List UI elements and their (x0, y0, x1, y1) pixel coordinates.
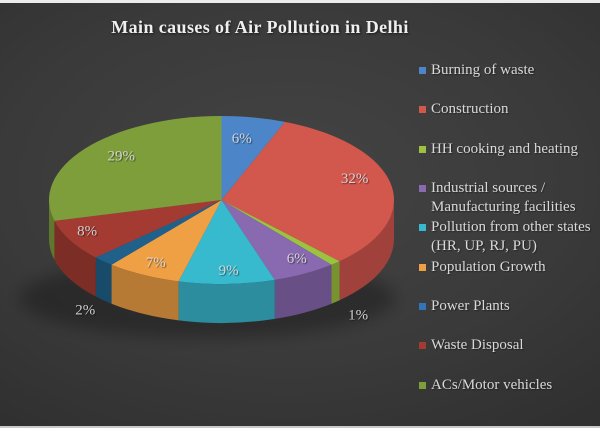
pie-slice (221, 121, 394, 262)
pie-slice (111, 200, 222, 282)
legend-item: Pollution from other states (HR, UP, RJ,… (419, 218, 597, 257)
slice-label: 32% (341, 171, 369, 187)
pie-slice-side (95, 257, 112, 304)
legend-label: Power Plants (431, 298, 510, 315)
legend-label: Industrial sources / Manufacturing facil… (431, 180, 576, 216)
legend-swatch (419, 263, 426, 271)
pie-slice-side (49, 200, 55, 260)
legend-swatch (419, 224, 426, 232)
legend-label: HH cooking and heating (431, 140, 579, 157)
legend-item: HH cooking and heating (419, 140, 597, 179)
pie-slice (95, 200, 222, 265)
legend-label: ACs/Motor vehicles (431, 376, 553, 393)
bottom-border (0, 426, 600, 428)
pie-slice-side (178, 279, 275, 324)
slice-label: 29% (108, 148, 136, 164)
pie-slice-side (274, 264, 332, 319)
top-border (0, 0, 600, 3)
slice-label: 8% (77, 223, 97, 239)
legend-item: Population Growth (419, 258, 597, 297)
slice-label: 2% (75, 302, 95, 318)
pie-slice-side (339, 200, 394, 301)
legend-label: Population Growth (431, 258, 546, 275)
legend-item: Power Plants (419, 297, 597, 336)
slice-label: 7% (146, 255, 166, 271)
slice-label: 6% (232, 131, 252, 147)
pie-slice (221, 200, 340, 265)
legend-swatch (419, 67, 426, 74)
legend-swatch (419, 303, 426, 311)
slice-label: 6% (287, 251, 307, 267)
legend-label: Waste Disposal (431, 337, 524, 354)
legend-swatch (419, 106, 426, 114)
pie-slice (178, 200, 275, 285)
legend-swatch (419, 145, 426, 153)
pie-slice (49, 116, 222, 221)
pie-slice-side (54, 220, 96, 297)
chart-title: Main causes of Air Pollution in Delhi (111, 17, 409, 37)
slice-label: 1% (348, 307, 368, 323)
legend-item: Construction (419, 100, 597, 139)
legend-swatch (419, 381, 426, 389)
legend-item: Burning of waste (419, 61, 597, 100)
slice-label: 9% (219, 263, 239, 279)
pie-slice (221, 116, 285, 200)
legend-item: Waste Disposal (419, 336, 597, 375)
pie-slice (54, 200, 222, 258)
legend-item: Industrial sources / Manufacturing facil… (419, 179, 597, 218)
pie-slice-side (111, 264, 179, 321)
legend-swatch (419, 185, 426, 193)
pie-slice-side (331, 261, 340, 304)
pie-slice (221, 200, 332, 280)
legend-label: Construction (431, 101, 509, 118)
legend-swatch (419, 342, 426, 350)
legend-item: ACs/Motor vehicles (419, 376, 597, 415)
legend: Burning of waste Construction HH cooking a… (419, 61, 597, 415)
legend-label: Pollution from other states (HR, UP, RJ,… (431, 219, 591, 255)
legend-label: Burning of waste (431, 62, 535, 78)
